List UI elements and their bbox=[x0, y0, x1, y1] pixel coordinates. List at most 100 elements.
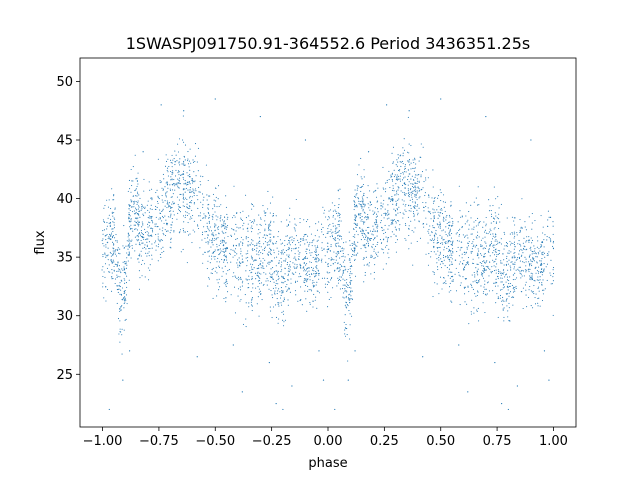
data-point bbox=[127, 254, 129, 256]
data-point bbox=[242, 228, 244, 230]
data-point bbox=[280, 302, 282, 304]
data-point bbox=[331, 234, 333, 236]
data-point bbox=[184, 197, 187, 199]
data-point bbox=[247, 245, 249, 247]
data-point bbox=[281, 253, 283, 255]
data-point bbox=[391, 198, 393, 200]
data-point bbox=[224, 237, 226, 239]
data-point bbox=[432, 271, 434, 273]
data-point bbox=[467, 261, 469, 264]
data-point bbox=[166, 169, 168, 171]
data-point bbox=[287, 304, 289, 306]
data-point bbox=[490, 209, 492, 212]
data-point bbox=[413, 215, 415, 218]
data-point bbox=[294, 248, 296, 250]
data-point bbox=[194, 155, 196, 157]
data-point bbox=[451, 258, 453, 260]
data-point bbox=[211, 258, 213, 260]
data-point bbox=[198, 215, 200, 217]
data-point bbox=[354, 243, 356, 245]
data-point bbox=[146, 204, 148, 206]
data-point bbox=[131, 211, 133, 213]
data-point bbox=[255, 250, 257, 252]
data-point bbox=[213, 239, 215, 241]
data-point bbox=[488, 231, 490, 233]
data-point bbox=[211, 255, 213, 257]
data-point bbox=[104, 276, 106, 278]
data-point bbox=[178, 162, 180, 164]
data-point bbox=[396, 165, 398, 167]
data-point bbox=[432, 227, 434, 229]
data-point bbox=[412, 159, 414, 161]
data-point bbox=[369, 238, 371, 240]
data-point bbox=[357, 234, 359, 236]
data-point bbox=[145, 248, 147, 250]
data-point bbox=[541, 241, 543, 243]
data-point bbox=[356, 205, 358, 207]
data-point bbox=[459, 284, 461, 286]
data-point bbox=[383, 217, 385, 219]
data-point bbox=[189, 183, 191, 185]
outlier-point bbox=[386, 104, 388, 106]
data-point bbox=[306, 279, 309, 281]
data-point bbox=[508, 292, 510, 294]
data-point bbox=[123, 268, 125, 270]
data-point bbox=[345, 306, 347, 308]
data-point bbox=[154, 240, 157, 242]
data-point bbox=[207, 207, 209, 209]
data-point bbox=[325, 236, 327, 238]
data-point bbox=[258, 280, 261, 282]
data-point bbox=[436, 262, 438, 264]
data-point bbox=[404, 187, 407, 189]
data-point bbox=[277, 275, 280, 277]
data-point bbox=[279, 239, 281, 241]
data-point bbox=[289, 269, 291, 271]
data-point bbox=[284, 280, 286, 283]
data-point bbox=[285, 258, 287, 260]
data-point bbox=[305, 279, 307, 281]
data-point bbox=[124, 297, 126, 299]
data-point bbox=[120, 331, 122, 333]
data-point bbox=[496, 243, 498, 246]
data-point bbox=[106, 267, 109, 269]
data-point bbox=[390, 223, 392, 225]
data-point bbox=[403, 177, 405, 179]
data-point bbox=[267, 208, 269, 210]
data-point bbox=[293, 257, 295, 259]
data-point bbox=[345, 286, 347, 288]
data-point bbox=[120, 279, 122, 281]
data-point bbox=[268, 226, 270, 228]
data-point bbox=[259, 243, 261, 245]
data-point bbox=[365, 256, 367, 258]
data-point bbox=[270, 290, 272, 292]
data-point bbox=[344, 335, 347, 337]
data-point bbox=[406, 151, 409, 153]
data-point bbox=[382, 203, 384, 205]
data-point bbox=[373, 248, 375, 250]
data-point bbox=[531, 261, 533, 263]
data-point bbox=[399, 224, 401, 226]
data-point bbox=[287, 249, 289, 251]
data-point bbox=[280, 287, 282, 289]
data-point bbox=[388, 170, 390, 172]
data-point bbox=[323, 248, 325, 250]
data-point bbox=[408, 152, 410, 154]
data-point bbox=[481, 265, 483, 267]
data-point bbox=[445, 241, 447, 243]
data-point bbox=[289, 261, 291, 263]
data-point bbox=[477, 231, 479, 233]
data-point bbox=[131, 206, 133, 208]
data-point bbox=[506, 217, 508, 219]
data-point bbox=[110, 218, 112, 220]
data-point bbox=[208, 217, 210, 219]
data-point bbox=[494, 212, 496, 214]
data-point bbox=[242, 261, 244, 263]
data-point bbox=[283, 260, 285, 262]
data-point bbox=[528, 256, 530, 258]
data-point bbox=[504, 233, 506, 235]
data-point bbox=[374, 224, 376, 226]
data-point bbox=[376, 215, 379, 217]
data-point bbox=[287, 223, 290, 225]
data-point bbox=[450, 253, 452, 255]
data-point bbox=[489, 228, 491, 230]
